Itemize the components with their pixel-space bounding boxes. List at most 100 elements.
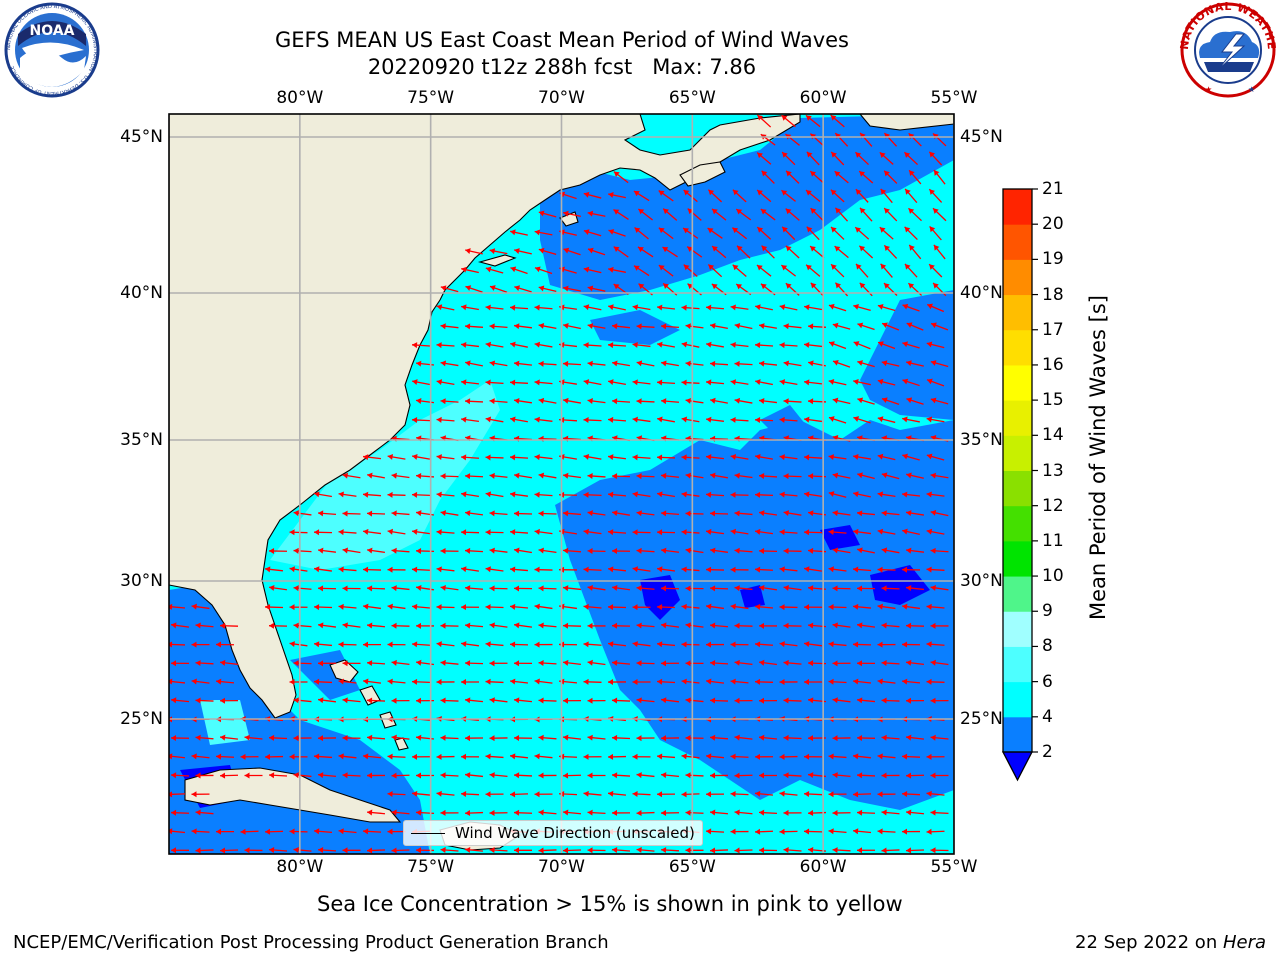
wind-wave-arrow — [489, 735, 508, 742]
wind-wave-arrow — [779, 790, 798, 797]
noaa-logo-text: NOAA — [30, 23, 75, 39]
wind-wave-arrow — [436, 529, 455, 536]
wind-wave-arrow — [709, 585, 729, 592]
wind-wave-arrow — [440, 622, 459, 629]
lon-tick-bottom: 75°W — [407, 857, 455, 877]
colorbar-segment — [1003, 224, 1032, 260]
wind-wave-arrow — [901, 603, 921, 610]
svg-text:★: ★ — [1205, 85, 1212, 94]
lon-tick-top: 70°W — [538, 88, 585, 108]
wind-wave-arrow — [509, 379, 529, 386]
wind-wave-arrow — [191, 753, 210, 760]
wind-wave-arrow — [509, 529, 529, 536]
wind-wave-arrow — [760, 208, 776, 221]
wind-wave-arrow — [513, 697, 533, 704]
map-frame — [168, 113, 955, 855]
wind-wave-arrow — [905, 659, 925, 666]
wind-wave-arrow — [853, 379, 871, 386]
wind-wave-arrow — [904, 263, 918, 278]
wind-wave-arrow — [583, 266, 602, 274]
wind-wave-arrow — [832, 547, 851, 554]
wind-wave-arrow — [656, 678, 676, 685]
colorbar-title: Mean Period of Wind Waves [s] — [1086, 295, 1110, 620]
wind-wave-arrow — [834, 170, 849, 184]
wind-wave-arrow — [828, 491, 847, 498]
wind-wave-arrow — [411, 417, 431, 424]
wind-wave-arrow — [681, 529, 700, 536]
wind-wave-arrow — [436, 566, 455, 573]
wind-wave-arrow — [781, 226, 796, 241]
wind-wave-arrow — [587, 285, 606, 292]
wind-wave-arrow — [685, 510, 704, 517]
wind-wave-arrow — [289, 604, 308, 611]
wind-wave-arrow — [901, 828, 921, 835]
wind-wave-arrow — [685, 585, 704, 592]
wind-wave-arrow — [485, 641, 504, 648]
wind-wave-arrow — [338, 566, 357, 573]
wind-wave-arrow — [562, 360, 582, 367]
wind-wave-arrow — [169, 753, 186, 760]
wind-wave-arrow — [856, 735, 876, 742]
wind-wave-arrow — [852, 828, 872, 835]
wind-wave-arrow — [485, 604, 504, 611]
wind-wave-arrow — [440, 360, 459, 367]
wind-wave-arrow — [859, 207, 873, 222]
wind-wave-arrow — [195, 809, 214, 816]
wind-wave-arrow — [611, 584, 631, 591]
wind-wave-arrow — [926, 828, 945, 835]
wind-wave-arrow — [734, 809, 753, 816]
wind-wave-arrow — [832, 622, 851, 629]
wind-wave-arrow — [366, 697, 386, 704]
wind-wave-arrow — [803, 341, 823, 348]
colorbar-segment — [1003, 716, 1032, 753]
wind-wave-arrow — [754, 528, 774, 535]
map-subtitle: 20220920 t12z 288h fcst Max: 7.86 — [367, 55, 757, 79]
wind-wave-arrow — [611, 809, 631, 816]
wind-wave-arrow — [465, 248, 483, 255]
wind-wave-arrow — [803, 604, 823, 611]
wind-wave-arrow — [411, 678, 431, 685]
wind-wave-arrow — [464, 772, 484, 779]
lon-tick-top: 55°W — [930, 88, 978, 108]
wind-wave-arrow — [660, 735, 680, 742]
wind-wave-arrow — [366, 772, 386, 779]
wind-wave-arrow — [681, 678, 700, 685]
wind-wave-arrow — [758, 697, 778, 704]
wind-wave-arrow — [783, 360, 802, 367]
colorbar-tick-label: 8 — [1042, 636, 1053, 657]
wind-wave-arrow — [440, 697, 459, 704]
wind-wave-arrow — [901, 790, 921, 797]
wind-wave-arrow — [170, 809, 190, 816]
wind-wave-arrow — [756, 226, 772, 240]
wind-wave-arrow — [856, 772, 876, 779]
wind-wave-arrow — [832, 322, 851, 330]
wind-wave-arrow — [509, 603, 529, 610]
wind-wave-arrow — [562, 772, 582, 779]
wind-wave-arrow — [195, 622, 214, 629]
wind-wave-arrow — [538, 772, 557, 779]
wind-wave-arrow — [366, 809, 386, 816]
wind-wave-arrow — [289, 529, 308, 536]
wind-wave-arrow — [828, 753, 847, 760]
wind-wave-arrow — [685, 772, 704, 779]
colorbar-tick-label: 21 — [1042, 179, 1064, 199]
wind-wave-arrow — [877, 753, 896, 760]
wind-wave-arrow — [513, 847, 533, 854]
wind-wave-arrow — [387, 753, 406, 760]
wind-wave-arrow — [779, 304, 798, 311]
wind-wave-arrow — [170, 847, 190, 854]
wind-wave-arrow — [781, 114, 796, 128]
wind-wave-arrow — [779, 566, 798, 573]
wind-wave-arrow — [632, 379, 651, 386]
wind-wave-arrow — [705, 641, 725, 648]
wind-wave-arrow — [856, 585, 876, 592]
wind-wave-arrow — [853, 304, 871, 312]
wind-wave-arrow — [905, 734, 925, 741]
wind-wave-arrow — [562, 472, 582, 479]
wind-wave-arrow — [563, 285, 581, 292]
wind-wave-arrow — [803, 678, 823, 685]
wind-wave-arrow — [587, 584, 606, 591]
wind-wave-arrow — [705, 828, 725, 835]
wind-wave-arrow — [607, 679, 627, 686]
wind-wave-arrow — [612, 510, 630, 517]
